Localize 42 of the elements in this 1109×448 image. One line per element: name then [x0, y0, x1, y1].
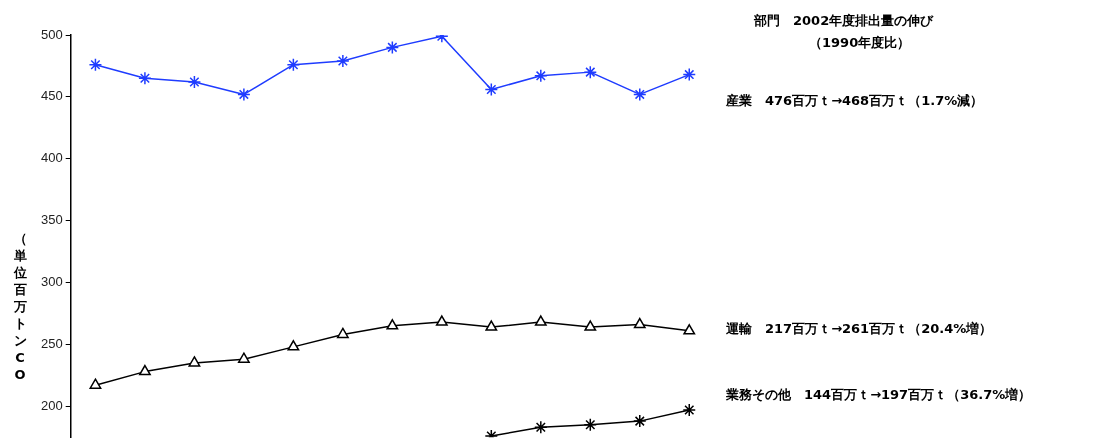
point [534, 315, 547, 326]
point [336, 54, 350, 68]
point [584, 320, 597, 331]
point [682, 403, 697, 417]
point [89, 378, 102, 389]
point [534, 420, 548, 435]
text: 部門 2002年度排出量の伸び [753, 13, 935, 29]
text: （単位百万トンCO [13, 231, 27, 383]
y-tick-label: 500 [40, 26, 63, 42]
point [683, 324, 696, 335]
point [583, 418, 598, 432]
y-tick-label: 400 [40, 150, 63, 166]
point [633, 87, 647, 102]
point [138, 364, 151, 376]
point [188, 356, 201, 367]
y-tick-label: 250 [40, 335, 63, 351]
point [386, 319, 399, 330]
point [336, 327, 349, 339]
y-tick-label: 450 [40, 88, 63, 104]
point [287, 340, 300, 351]
point [435, 315, 448, 326]
text: 運輸 217百万ｔ→261百万ｔ（20.4%増） [725, 321, 993, 337]
point [633, 317, 646, 329]
y-tick-label: 350 [40, 212, 63, 228]
text: （1990年度比） [809, 35, 911, 51]
point [583, 65, 598, 79]
point [187, 75, 202, 89]
text: 業務その他 144百万ｔ→197百万ｔ（36.7%増） [725, 387, 1032, 403]
point [534, 69, 548, 83]
point [138, 71, 152, 86]
point [385, 40, 400, 55]
point [485, 320, 498, 331]
text: 産業 476百万ｔ→468百万ｔ（1.7%減） [725, 93, 984, 109]
point [286, 57, 301, 72]
point [88, 57, 103, 72]
y-tick-label: 300 [40, 274, 63, 290]
point [237, 87, 251, 102]
point [484, 82, 499, 97]
y-tick-label: 200 [40, 397, 63, 413]
point [237, 352, 250, 363]
point [633, 414, 647, 428]
point [682, 67, 697, 82]
